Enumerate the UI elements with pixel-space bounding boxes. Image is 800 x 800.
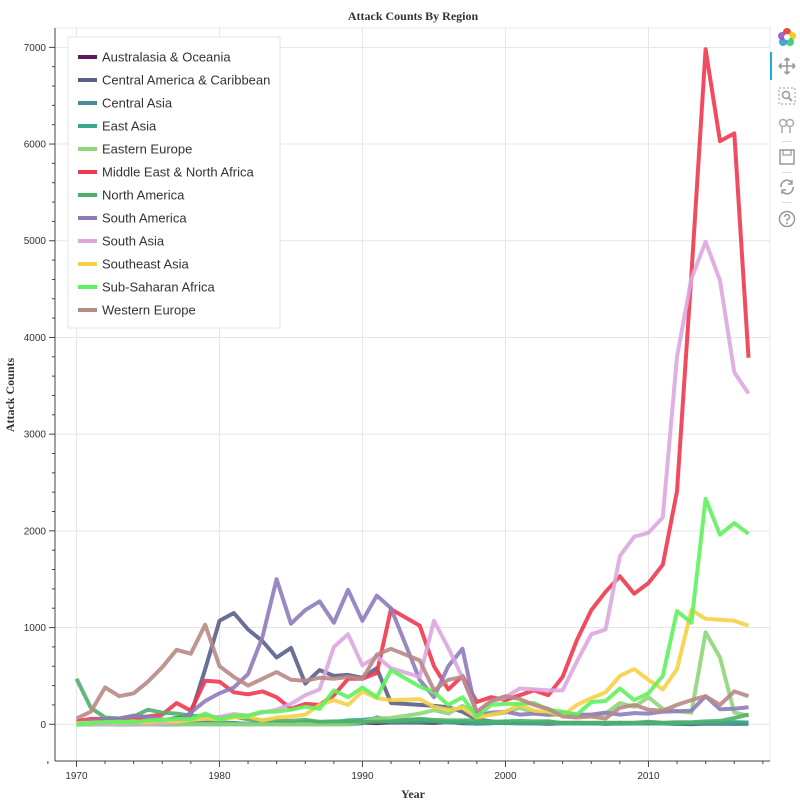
toolbar-separator bbox=[782, 202, 792, 203]
legend-item[interactable]: Middle East & North Africa bbox=[78, 165, 254, 180]
legend-item[interactable]: Eastern Europe bbox=[78, 142, 192, 157]
active-tool-indicator bbox=[770, 52, 772, 80]
legend-label: Central Asia bbox=[102, 96, 173, 111]
series-line-middle-east-north-africa bbox=[76, 47, 751, 724]
legend-label: Sub-Saharan Africa bbox=[102, 280, 216, 295]
legend-item[interactable]: South America bbox=[78, 211, 187, 226]
legend-label: Southeast Asia bbox=[102, 257, 189, 272]
x-axis-label: Year bbox=[401, 787, 426, 800]
x-tick-label: 2000 bbox=[494, 771, 517, 782]
legend-label: Western Europe bbox=[102, 303, 196, 318]
legend[interactable]: Australasia & Oceania Central America & C… bbox=[67, 36, 281, 329]
legend-label: Australasia & Oceania bbox=[102, 50, 231, 65]
chart-title: Attack Counts By Region bbox=[348, 9, 479, 23]
reset-icon[interactable] bbox=[776, 176, 798, 198]
legend-item[interactable]: Central Asia bbox=[78, 96, 173, 111]
series-line-sub-saharan-africa bbox=[76, 496, 750, 727]
y-tick-label: 7000 bbox=[24, 43, 47, 54]
legend-item[interactable]: Central America & Caribbean bbox=[78, 73, 270, 88]
legend-label: South America bbox=[102, 211, 187, 226]
legend-item[interactable]: South Asia bbox=[78, 234, 165, 249]
series-line-central-america-caribbean bbox=[76, 611, 749, 726]
x-tick-label: 2010 bbox=[637, 771, 660, 782]
legend-box bbox=[67, 36, 281, 329]
y-tick-label: 3000 bbox=[24, 430, 47, 441]
y-tick-label: 2000 bbox=[24, 526, 47, 537]
legend-label: South Asia bbox=[102, 234, 165, 249]
toolbar-separator bbox=[782, 172, 792, 173]
legend-label: Middle East & North Africa bbox=[102, 165, 254, 180]
x-tick-label: 1980 bbox=[208, 771, 231, 782]
y-tick-label: 6000 bbox=[24, 140, 47, 151]
y-tick-label: 5000 bbox=[24, 236, 47, 247]
bokeh-logo-icon[interactable] bbox=[776, 26, 798, 48]
wheel-zoom-icon[interactable] bbox=[776, 115, 798, 137]
y-axis-label: Attack Counts bbox=[3, 358, 17, 433]
axes: 0 1000 2000 3000 4000 5000 6000 7000 1970 1980 199… bbox=[24, 28, 770, 782]
x-tick-label: 1990 bbox=[351, 771, 374, 782]
legend-item[interactable]: East Asia bbox=[78, 119, 157, 134]
legend-label: Eastern Europe bbox=[102, 142, 192, 157]
y-tick-label: 1000 bbox=[24, 623, 47, 634]
x-tick-label: 1970 bbox=[65, 771, 88, 782]
legend-item[interactable]: Australasia & Oceania bbox=[78, 50, 231, 65]
legend-item[interactable]: North America bbox=[78, 188, 185, 203]
series-line-western-europe bbox=[75, 622, 750, 721]
series-line-south-america bbox=[76, 577, 749, 725]
y-tick-label: 0 bbox=[40, 720, 46, 731]
save-icon[interactable] bbox=[776, 146, 798, 168]
legend-item[interactable]: Western Europe bbox=[78, 303, 196, 318]
help-icon[interactable] bbox=[776, 208, 798, 230]
pan-icon[interactable] bbox=[776, 55, 798, 77]
series-lines bbox=[74, 47, 751, 727]
toolbar-separator bbox=[782, 141, 792, 142]
series-line-eastern-europe bbox=[76, 630, 749, 727]
legend-item[interactable]: Sub-Saharan Africa bbox=[78, 280, 216, 295]
legend-label: Central America & Caribbean bbox=[102, 73, 270, 88]
box-zoom-icon[interactable] bbox=[776, 85, 798, 107]
y-tick-label: 4000 bbox=[24, 333, 47, 344]
legend-label: North America bbox=[102, 188, 185, 203]
legend-label: East Asia bbox=[102, 119, 157, 134]
legend-item[interactable]: Southeast Asia bbox=[78, 257, 189, 272]
